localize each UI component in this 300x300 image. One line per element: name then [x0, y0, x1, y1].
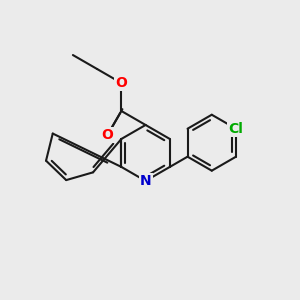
Text: N: N — [140, 174, 152, 188]
Text: O: O — [101, 128, 113, 142]
Text: O: O — [116, 76, 127, 90]
Text: Cl: Cl — [229, 122, 243, 136]
